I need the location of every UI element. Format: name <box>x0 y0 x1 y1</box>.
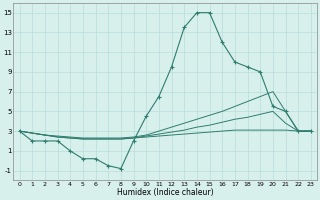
X-axis label: Humidex (Indice chaleur): Humidex (Indice chaleur) <box>117 188 213 197</box>
